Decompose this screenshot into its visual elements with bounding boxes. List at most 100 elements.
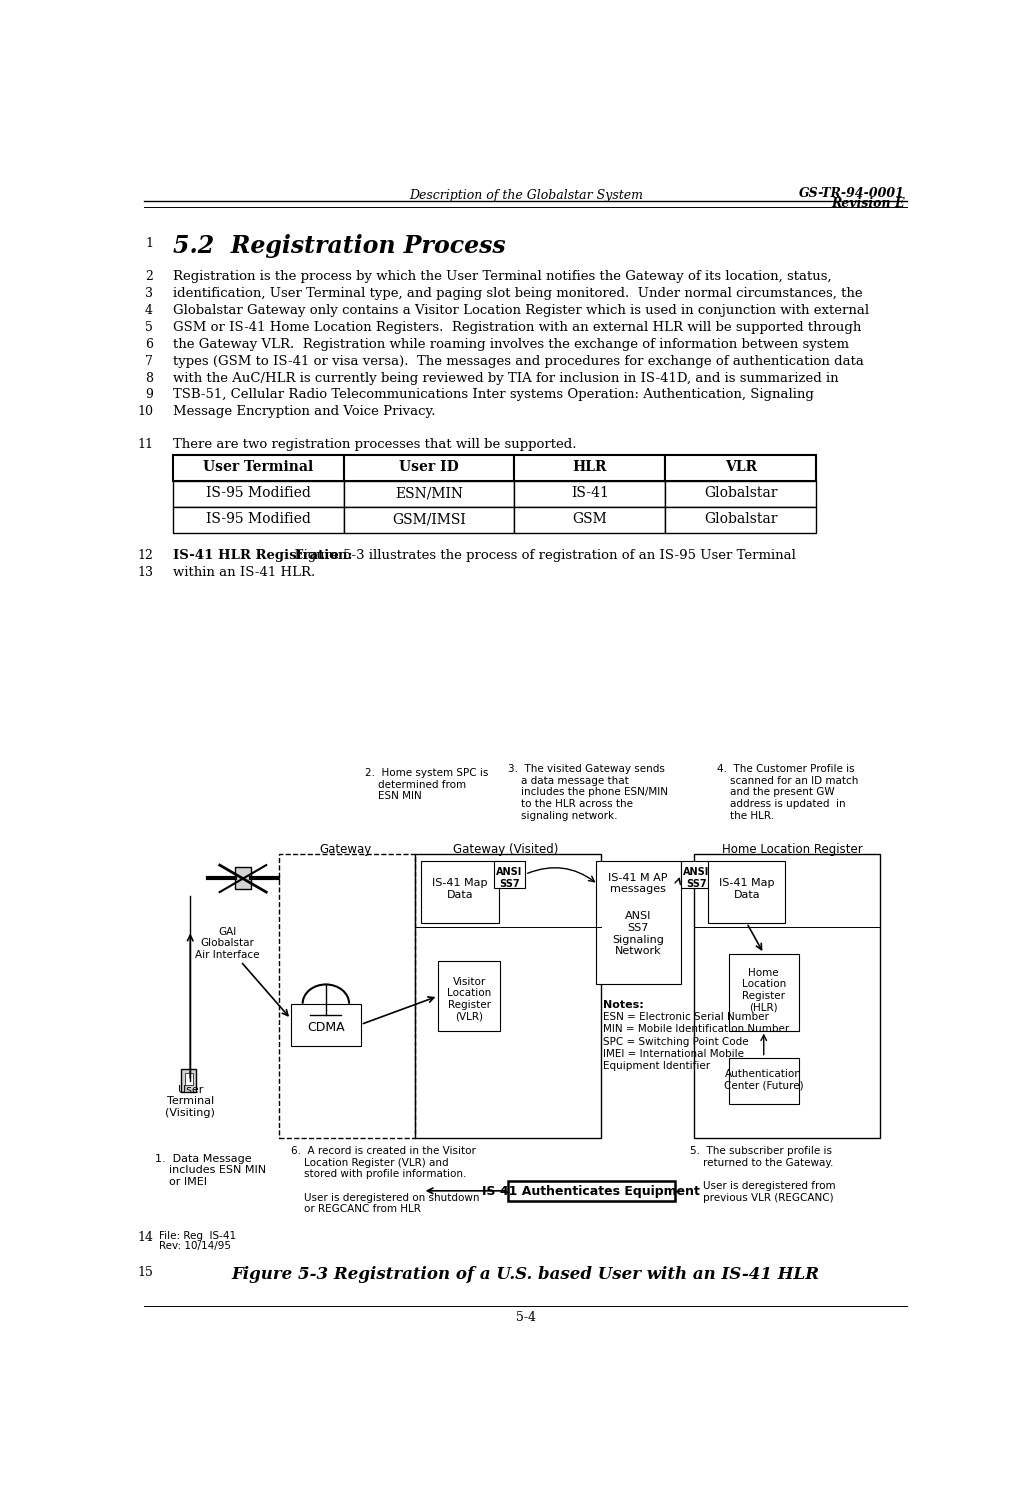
Text: 13: 13 <box>137 565 153 579</box>
Text: Home Location Register: Home Location Register <box>722 843 863 856</box>
Bar <box>185 1073 193 1085</box>
Text: User Terminal: User Terminal <box>203 460 314 474</box>
Bar <box>235 867 250 889</box>
Text: File: Reg  IS-41: File: Reg IS-41 <box>159 1231 236 1241</box>
Text: IS-95 Modified: IS-95 Modified <box>206 512 311 527</box>
Text: 9: 9 <box>145 388 153 401</box>
Text: 10: 10 <box>137 406 153 418</box>
Bar <box>595 861 681 985</box>
Bar <box>344 480 514 507</box>
Bar <box>508 1180 675 1201</box>
Bar <box>495 861 525 888</box>
Text: Description of the Globalstar System: Description of the Globalstar System <box>408 189 643 201</box>
Text: 5: 5 <box>145 321 153 334</box>
Text: GSM or IS-41 Home Location Registers.  Registration with an external HLR will be: GSM or IS-41 Home Location Registers. Re… <box>173 321 862 334</box>
Text: 4: 4 <box>145 304 153 316</box>
Text: IMEI = International Mobile: IMEI = International Mobile <box>602 1049 744 1059</box>
Text: with the AuC/HLR is currently being reviewed by TIA for inclusion in IS-41D, and: with the AuC/HLR is currently being revi… <box>173 372 839 385</box>
Text: Globalstar Gateway only contains a Visitor Location Register which is used in co: Globalstar Gateway only contains a Visit… <box>173 304 869 316</box>
Bar <box>438 961 501 1031</box>
Text: 3: 3 <box>145 286 153 300</box>
Text: 5.  The subscriber profile is
    returned to the Gateway.

    User is deregist: 5. The subscriber profile is returned to… <box>690 1146 836 1203</box>
Text: 15: 15 <box>137 1265 153 1279</box>
Text: Globalstar: Globalstar <box>704 486 778 500</box>
Text: Home
Location
Register
(HLR): Home Location Register (HLR) <box>742 967 786 1012</box>
Bar <box>665 455 817 480</box>
Text: 4.  The Customer Profile is
    scanned for an ID match
    and the present GW
 : 4. The Customer Profile is scanned for a… <box>717 764 859 821</box>
Bar <box>173 455 344 480</box>
Text: There are two registration processes that will be supported.: There are two registration processes tha… <box>173 437 577 451</box>
Bar <box>681 861 712 888</box>
Text: 7: 7 <box>145 355 153 367</box>
Text: IS-41 HLR Registration:: IS-41 HLR Registration: <box>173 549 353 561</box>
Bar <box>665 480 817 507</box>
Text: User
Terminal
(Visiting): User Terminal (Visiting) <box>165 1085 215 1118</box>
Text: VLR: VLR <box>725 460 757 474</box>
Bar <box>291 1004 361 1046</box>
Text: identification, User Terminal type, and paging slot being monitored.  Under norm: identification, User Terminal type, and … <box>173 286 863 300</box>
Bar <box>344 455 514 480</box>
Text: 3.  The visited Gateway sends
    a data message that
    includes the phone ESN: 3. The visited Gateway sends a data mess… <box>508 764 668 821</box>
Text: IS-95 Modified: IS-95 Modified <box>206 486 311 500</box>
Text: Authentication
Center (Future): Authentication Center (Future) <box>724 1070 803 1091</box>
Bar <box>728 1058 798 1104</box>
Text: IS-41 Map
Data: IS-41 Map Data <box>432 879 487 900</box>
Text: 14: 14 <box>137 1231 153 1244</box>
Text: Rev: 10/14/95: Rev: 10/14/95 <box>159 1241 231 1250</box>
Text: SPC = Switching Point Code: SPC = Switching Point Code <box>602 1037 748 1047</box>
Text: 5.2  Registration Process: 5.2 Registration Process <box>173 234 506 258</box>
Text: MIN = Mobile Identification Number: MIN = Mobile Identification Number <box>602 1025 789 1034</box>
Text: the Gateway VLR.  Registration while roaming involves the exchange of informatio: the Gateway VLR. Registration while roam… <box>173 337 850 351</box>
Text: types (GSM to IS-41 or visa versa).  The messages and procedures for exchange of: types (GSM to IS-41 or visa versa). The … <box>173 355 864 367</box>
Bar <box>514 455 665 480</box>
Bar <box>415 853 601 1138</box>
Bar <box>708 861 786 924</box>
Text: 12: 12 <box>137 549 153 561</box>
Text: Message Encryption and Voice Privacy.: Message Encryption and Voice Privacy. <box>173 406 436 418</box>
Bar <box>181 1070 196 1092</box>
Text: Registration is the process by which the User Terminal notifies the Gateway of i: Registration is the process by which the… <box>173 270 832 283</box>
Bar <box>694 853 880 1138</box>
Text: 6.  A record is created in the Visitor
    Location Register (VLR) and
    store: 6. A record is created in the Visitor Lo… <box>291 1146 479 1214</box>
Text: 11: 11 <box>137 437 153 451</box>
Text: HLR: HLR <box>573 460 607 474</box>
Text: User ID: User ID <box>399 460 459 474</box>
Text: GSM: GSM <box>573 512 607 527</box>
Text: 2: 2 <box>145 270 153 283</box>
Bar <box>514 480 665 507</box>
Text: IS 41 Authenticates Equipment: IS 41 Authenticates Equipment <box>482 1185 701 1198</box>
Text: Gateway (Visited): Gateway (Visited) <box>453 843 558 856</box>
Text: GS-TR-94-0001: GS-TR-94-0001 <box>799 186 905 200</box>
Bar <box>665 507 817 533</box>
Text: ANSI
SS7
Signaling
Network: ANSI SS7 Signaling Network <box>613 912 664 956</box>
Bar <box>728 953 798 1031</box>
Text: Notes:: Notes: <box>602 1000 643 1010</box>
Bar <box>344 507 514 533</box>
Text: GSM/IMSI: GSM/IMSI <box>392 512 466 527</box>
Text: TSB-51, Cellular Radio Telecommunications Inter systems Operation: Authenticatio: TSB-51, Cellular Radio Telecommunication… <box>173 388 814 401</box>
Text: 8: 8 <box>145 372 153 385</box>
Text: ANSI
SS7: ANSI SS7 <box>683 867 709 889</box>
Text: Globalstar: Globalstar <box>704 512 778 527</box>
Text: Figure 5-3 Registration of a U.S. based User with an IS-41 HLR: Figure 5-3 Registration of a U.S. based … <box>232 1265 820 1283</box>
Bar <box>173 507 344 533</box>
Text: IS-41 Map
Data: IS-41 Map Data <box>719 879 775 900</box>
Text: CDMA: CDMA <box>307 1021 345 1034</box>
Text: Gateway: Gateway <box>319 843 371 856</box>
Text: 1.  Data Message
    includes ESN MIN
    or IMEI: 1. Data Message includes ESN MIN or IMEI <box>155 1153 267 1188</box>
Text: ESN/MIN: ESN/MIN <box>395 486 463 500</box>
Text: ESN = Electronic Serial Number: ESN = Electronic Serial Number <box>602 1012 768 1022</box>
Bar <box>514 507 665 533</box>
Text: Visitor
Location
Register
(VLR): Visitor Location Register (VLR) <box>447 977 491 1022</box>
Text: IS-41: IS-41 <box>570 486 608 500</box>
Text: Figure 5-3 illustrates the process of registration of an IS-95 User Terminal: Figure 5-3 illustrates the process of re… <box>286 549 796 561</box>
Text: within an IS-41 HLR.: within an IS-41 HLR. <box>173 565 315 579</box>
Text: Equipment Identifier: Equipment Identifier <box>602 1061 710 1071</box>
Text: ANSI
SS7: ANSI SS7 <box>497 867 522 889</box>
Text: 6: 6 <box>145 337 153 351</box>
Text: 2.  Home system SPC is
    determined from
    ESN MIN: 2. Home system SPC is determined from ES… <box>364 768 488 801</box>
Bar <box>173 480 344 507</box>
Text: 5-4: 5-4 <box>516 1311 536 1323</box>
Text: GAI
Globalstar
Air Interface: GAI Globalstar Air Interface <box>195 927 260 959</box>
Bar <box>279 853 415 1138</box>
